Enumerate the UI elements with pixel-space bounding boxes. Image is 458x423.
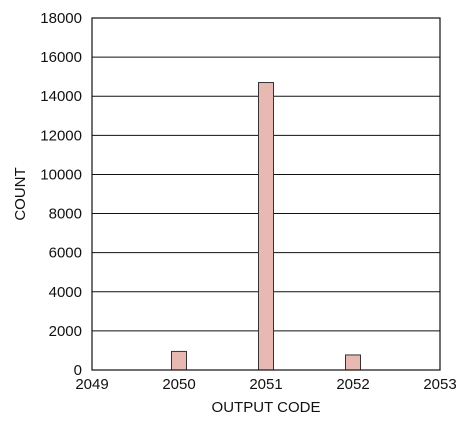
bar-2050 bbox=[171, 350, 187, 371]
y-tick-labels: 0 2000 4000 6000 8000 10000 12000 14000 16000 180… bbox=[40, 10, 82, 379]
y-tick-label: 16000 bbox=[40, 49, 82, 66]
y-tick-label: 14000 bbox=[40, 88, 82, 105]
y-tick-label: 12000 bbox=[40, 127, 82, 144]
bar-2051 bbox=[258, 82, 274, 371]
x-tick-label: 2053 bbox=[423, 376, 456, 393]
y-tick-label: 2000 bbox=[49, 323, 82, 340]
plot-frame bbox=[91, 17, 441, 371]
x-tick-label: 2049 bbox=[75, 376, 108, 393]
x-tick-labels: 2049 2050 2051 2052 2053 bbox=[75, 376, 456, 393]
y-tick-label: 10000 bbox=[40, 166, 82, 183]
x-tick-label: 2050 bbox=[162, 376, 195, 393]
y-tick-label: 6000 bbox=[49, 245, 82, 262]
bar-2052 bbox=[345, 354, 361, 371]
y-tick-label: 0 bbox=[74, 362, 82, 379]
y-tick-label: 4000 bbox=[49, 284, 82, 301]
y-tick-label: 18000 bbox=[40, 10, 82, 27]
y-tick-label: 8000 bbox=[49, 206, 82, 223]
x-axis-title: OUTPUT CODE bbox=[212, 399, 321, 416]
x-tick-label: 2052 bbox=[336, 376, 369, 393]
bars bbox=[171, 82, 361, 371]
x-tick-label: 2051 bbox=[249, 376, 282, 393]
y-axis-title: COUNT bbox=[12, 167, 29, 220]
